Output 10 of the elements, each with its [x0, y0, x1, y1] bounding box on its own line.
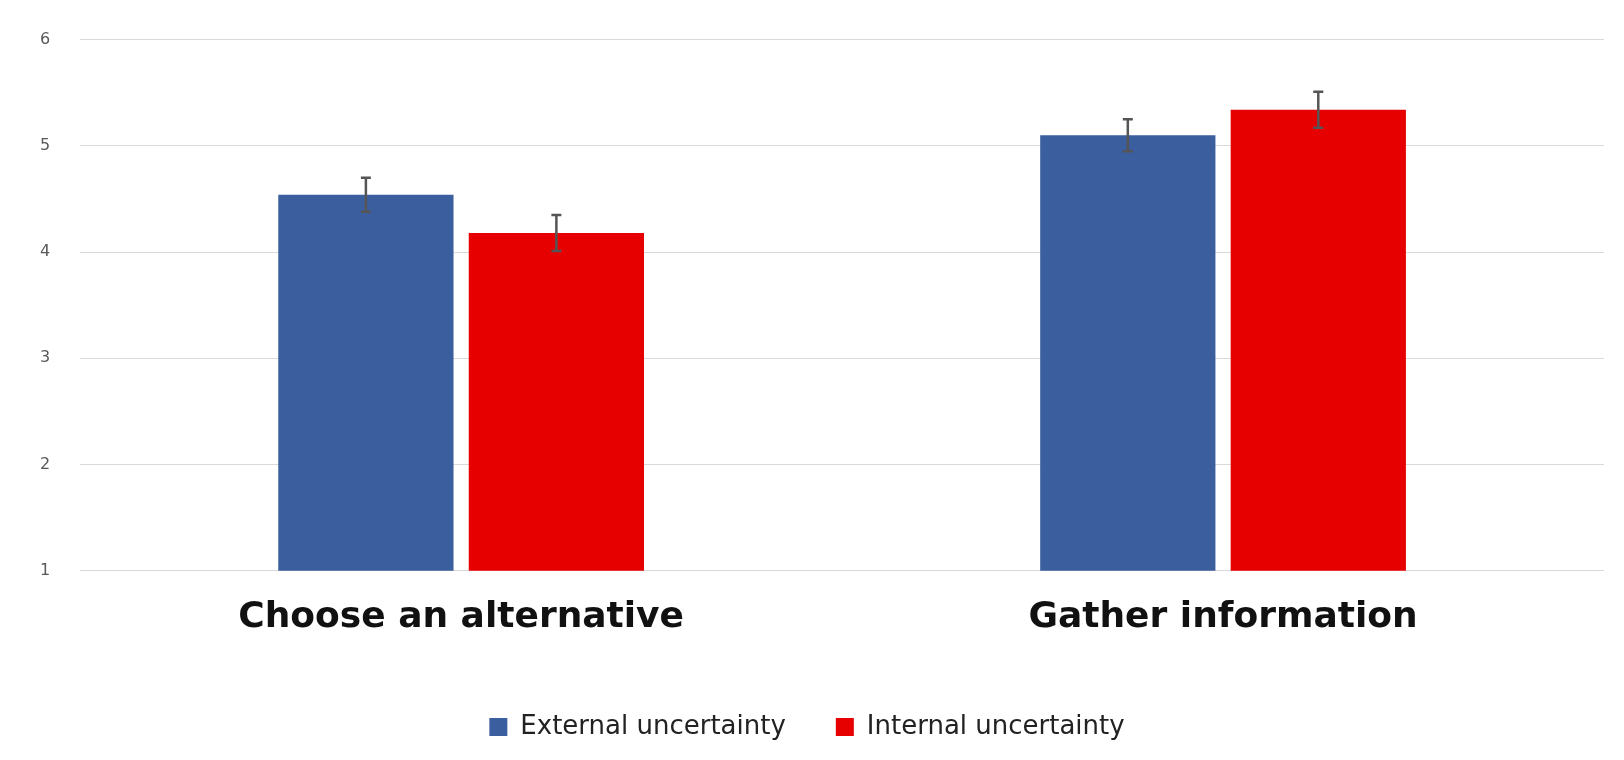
legend-label: Internal uncertainty — [866, 709, 1125, 740]
y-tick-label: 2 — [39, 453, 51, 473]
y-tick-label: 3 — [39, 347, 51, 367]
x-tick-label: Choose an alternative — [238, 593, 684, 635]
x-tick-label: Gather information — [1028, 593, 1418, 635]
y-tick-label: 1 — [39, 559, 51, 579]
y-tick-label: 6 — [39, 28, 51, 48]
legend-label: External uncertainty — [520, 709, 786, 740]
y-tick-label: 4 — [39, 241, 51, 261]
y-tick-label: 5 — [39, 135, 51, 154]
